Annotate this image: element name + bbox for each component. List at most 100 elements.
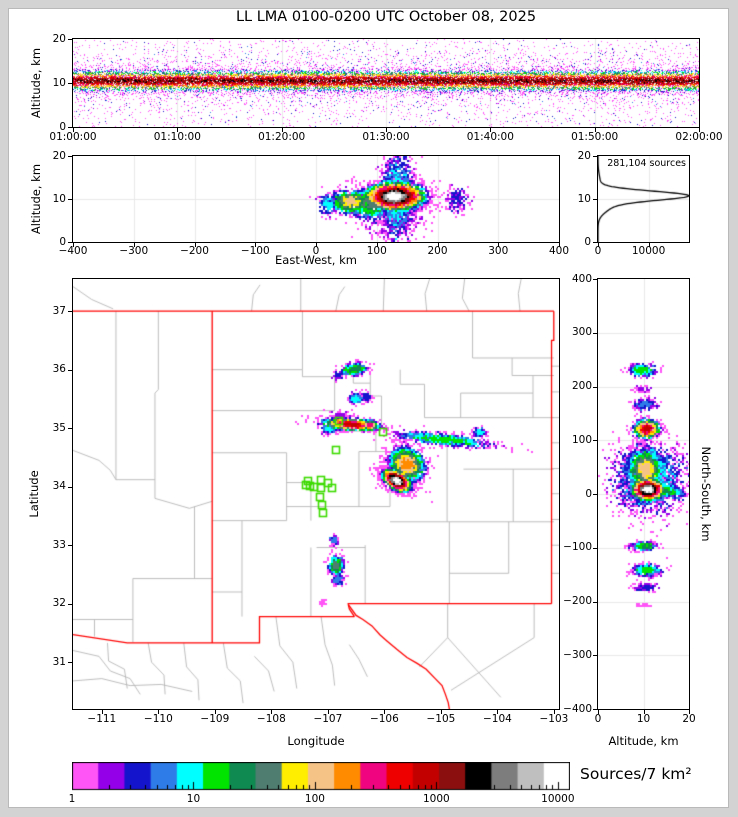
axis-tick-label: 37	[52, 304, 66, 317]
axis-tick-label: 400	[571, 272, 592, 285]
axis-tick	[490, 128, 492, 132]
axis-tick	[73, 243, 74, 247]
colorbar-canvas	[72, 762, 570, 802]
axis-tick	[553, 710, 555, 714]
axis-tick	[593, 332, 597, 334]
figure-title: LL LMA 0100-0200 UTC October 08, 2025	[235, 9, 537, 25]
axis-tick	[68, 156, 72, 157]
axis-tick	[593, 242, 597, 243]
axis-tick	[594, 128, 596, 132]
colorbar-title: Sources/7 km²	[580, 765, 692, 783]
axis-tick	[498, 243, 500, 247]
axis-tick	[327, 710, 329, 714]
axis-tick	[598, 243, 599, 247]
axis-tick	[376, 243, 378, 247]
axis-tick-label: 10	[52, 192, 66, 205]
axis-tick-label: 01:40:00	[466, 131, 514, 143]
axis-tick-label: −110	[143, 713, 173, 725]
axis-tick-label: 31	[52, 655, 66, 668]
axis-tick	[68, 199, 72, 200]
colorbar-tick-label: 10000	[541, 793, 575, 805]
axis-tick-label: 34	[52, 480, 66, 493]
axis-tick	[68, 486, 72, 488]
axis-tick-label: 100	[366, 245, 387, 257]
axis-tick	[593, 199, 597, 200]
axis-tick	[177, 128, 179, 132]
axis-tick-label: −300	[563, 648, 592, 661]
axis-tick-label: 300	[488, 245, 509, 257]
axis-tick-label: 0	[584, 235, 591, 248]
map-y-axis-label: Latitude	[27, 470, 41, 518]
eastwest-panel-x-axis-label: East-West, km	[275, 253, 357, 267]
axis-tick	[68, 662, 72, 664]
axis-tick-label: 36	[52, 363, 66, 376]
axis-tick-label: 0	[59, 120, 66, 133]
axis-tick-label: 20	[52, 149, 66, 162]
axis-tick-label: −200	[180, 245, 209, 257]
axis-tick	[593, 709, 597, 710]
axis-tick	[68, 127, 72, 128]
axis-tick	[68, 545, 72, 547]
axis-tick	[194, 243, 196, 247]
axis-tick	[68, 428, 72, 430]
axis-tick	[593, 494, 597, 495]
axis-tick-label: 400	[548, 245, 570, 257]
colorbar-tick-label: 1	[68, 793, 76, 805]
altitude-histogram-panel: 281,104 sources	[597, 155, 690, 243]
axis-tick	[68, 311, 72, 313]
axis-tick	[281, 128, 283, 132]
axis-tick-label: 0	[59, 235, 66, 248]
eastwest-altitude-canvas	[73, 156, 559, 242]
axis-tick-label: −400	[563, 702, 592, 715]
axis-tick	[497, 710, 499, 714]
altitude-histogram-canvas	[598, 156, 689, 242]
axis-tick	[593, 547, 597, 549]
northsouth-altitude-canvas	[598, 279, 689, 709]
axis-tick-label: −200	[563, 595, 592, 607]
northsouth-panel-x-axis-label: Altitude, km	[608, 734, 679, 748]
axis-tick	[598, 710, 599, 714]
map-x-axis-label: Longitude	[287, 734, 345, 748]
axis-tick	[437, 243, 439, 247]
axis-tick-label: 10	[52, 76, 66, 89]
axis-tick-label: 10	[577, 192, 591, 205]
colorbar-tick-label: 10	[186, 793, 201, 805]
colorbar-tick-label: 100	[304, 793, 325, 805]
axis-tick	[440, 710, 442, 714]
axis-tick-label: 20	[577, 149, 591, 162]
axis-tick	[386, 128, 387, 132]
time-altitude-canvas	[73, 39, 699, 127]
axis-tick-label: 0	[312, 245, 320, 257]
axis-tick-label: 10	[636, 713, 651, 725]
northsouth-panel-right-axis-label: North-South, km	[699, 446, 713, 542]
axis-tick	[101, 710, 103, 714]
axis-tick	[643, 710, 645, 714]
axis-tick-label: 100	[571, 433, 592, 446]
axis-tick	[73, 128, 74, 132]
axis-tick	[158, 710, 160, 714]
axis-tick	[271, 710, 273, 714]
axis-tick	[593, 601, 597, 603]
axis-tick-label: 10000	[631, 245, 666, 257]
axis-tick-label: −100	[240, 245, 270, 257]
axis-tick-label: −106	[369, 713, 399, 725]
northsouth-altitude-panel	[597, 278, 690, 710]
axis-tick	[593, 655, 597, 657]
axis-tick-label: 33	[52, 538, 66, 551]
axis-tick-label: 02:00:00	[675, 131, 723, 143]
axis-tick	[593, 279, 597, 280]
axis-tick-label: −109	[200, 713, 230, 725]
axis-tick-label: 01:20:00	[258, 131, 306, 143]
axis-tick	[214, 710, 216, 714]
axis-tick-label: 01:00:00	[49, 131, 97, 143]
axis-tick-label: 300	[571, 326, 592, 339]
colorbar-tick-label: 1000	[423, 793, 450, 805]
axis-tick	[316, 243, 317, 247]
axis-tick	[68, 242, 72, 243]
axis-tick-label: 200	[427, 245, 448, 257]
axis-tick-label: 01:50:00	[571, 131, 619, 143]
axis-tick-label: 200	[571, 380, 592, 392]
plan-view-map-panel	[72, 278, 560, 710]
axis-tick	[68, 39, 72, 40]
axis-tick	[384, 710, 386, 714]
